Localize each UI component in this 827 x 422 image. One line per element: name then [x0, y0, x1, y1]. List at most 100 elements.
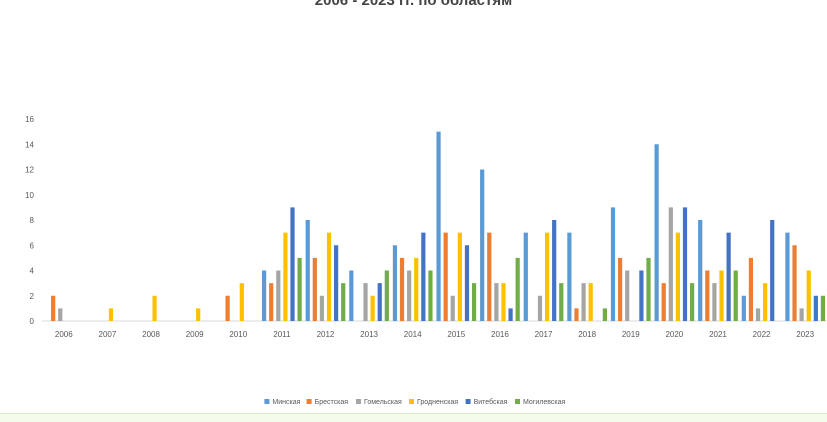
- legend-swatch: [356, 399, 361, 404]
- bar: [421, 232, 426, 322]
- bar: [682, 207, 688, 322]
- legend-swatch: [465, 399, 471, 404]
- x-tick-label: 2010: [229, 330, 247, 339]
- x-tick-label: 2015: [447, 330, 465, 339]
- bar: [733, 270, 738, 321]
- x-tick-label: 2012: [317, 330, 335, 339]
- bar: [319, 295, 325, 321]
- x-tick-label: 2011: [273, 330, 291, 339]
- legend-label: Брестская: [315, 399, 349, 406]
- bar: [262, 270, 267, 321]
- bar: [755, 308, 761, 322]
- chart-title: 2006 - 2023 гг. по областям: [314, 0, 513, 9]
- x-tick-label: 2022: [753, 330, 771, 339]
- bar: [276, 270, 281, 321]
- bar: [515, 257, 520, 322]
- bar: [326, 232, 332, 322]
- y-tick-label: 6: [30, 241, 35, 250]
- bar: [813, 295, 818, 321]
- bar: [726, 232, 731, 322]
- bar: [487, 232, 492, 322]
- bar: [297, 257, 302, 322]
- bar: [269, 283, 274, 322]
- bar: [334, 245, 339, 321]
- legend-swatch: [264, 399, 270, 404]
- bar: [646, 257, 651, 322]
- bar: [414, 257, 419, 322]
- y-tick-label: 10: [25, 191, 34, 200]
- x-tick-label: 2014: [404, 330, 422, 339]
- x-tick-label: 2017: [535, 330, 553, 339]
- bar: [436, 131, 441, 322]
- bar: [494, 283, 499, 322]
- y-tick-label: 14: [25, 140, 34, 149]
- x-tick-label: 2013: [360, 330, 378, 339]
- y-tick-label: 4: [30, 267, 35, 276]
- legend-label: Гомельская: [364, 399, 402, 406]
- bar: [537, 295, 543, 321]
- bar: [225, 295, 230, 321]
- bar: [407, 270, 412, 321]
- bar: [639, 270, 644, 321]
- bar: [349, 270, 354, 321]
- legend-swatch: [306, 399, 312, 404]
- bar: [690, 283, 695, 322]
- bar: [799, 308, 804, 322]
- bar: [370, 295, 375, 321]
- bar: [523, 232, 528, 322]
- bar: [741, 295, 746, 321]
- bar: [567, 232, 572, 322]
- bar: [283, 232, 288, 322]
- bar: [770, 220, 775, 321]
- bar: [392, 245, 398, 321]
- bar: [384, 270, 389, 321]
- bar: [363, 283, 368, 322]
- x-tick-label: 2019: [622, 330, 640, 339]
- bar: [763, 283, 768, 322]
- bar: [559, 283, 564, 322]
- bar: [675, 232, 681, 322]
- y-tick-label: 8: [30, 216, 35, 225]
- x-tick-label: 2016: [491, 330, 509, 339]
- x-tick-label: 2008: [142, 330, 160, 339]
- bar: [480, 169, 485, 321]
- y-tick-label: 2: [30, 292, 35, 301]
- legend-label: Минская: [272, 399, 300, 406]
- bar: [508, 308, 513, 322]
- bar: [602, 308, 607, 322]
- bar: [443, 232, 448, 322]
- bar: [625, 270, 630, 321]
- bar: [698, 220, 703, 321]
- bar: [239, 283, 244, 322]
- bar: [544, 232, 550, 322]
- bar: [377, 283, 382, 322]
- bar: [501, 283, 506, 322]
- legend-label: Гродненская: [417, 399, 458, 406]
- bar: [399, 257, 405, 322]
- x-tick-label: 2021: [709, 330, 727, 339]
- bar: [552, 220, 557, 321]
- bar: [792, 245, 797, 321]
- bar: [152, 295, 157, 321]
- legend-swatch: [409, 399, 414, 404]
- bar: [457, 232, 462, 322]
- bar: [581, 283, 586, 322]
- x-tick-label: 2020: [665, 330, 683, 339]
- bar: [450, 295, 455, 321]
- legend-label: Могилевская: [523, 399, 565, 406]
- y-tick-label: 0: [30, 317, 35, 326]
- bar: [51, 295, 56, 321]
- bar: [719, 270, 724, 321]
- bar: [196, 308, 201, 322]
- x-tick-label: 2006: [55, 330, 73, 339]
- bar: [668, 207, 673, 322]
- bar: [428, 270, 433, 321]
- bar: [654, 144, 659, 321]
- bar: [588, 283, 593, 322]
- x-tick-label: 2007: [99, 330, 117, 339]
- x-tick-label: 2023: [796, 330, 814, 339]
- bottom-band: [0, 413, 827, 422]
- x-tick-label: 2009: [186, 330, 204, 339]
- bar: [705, 270, 710, 321]
